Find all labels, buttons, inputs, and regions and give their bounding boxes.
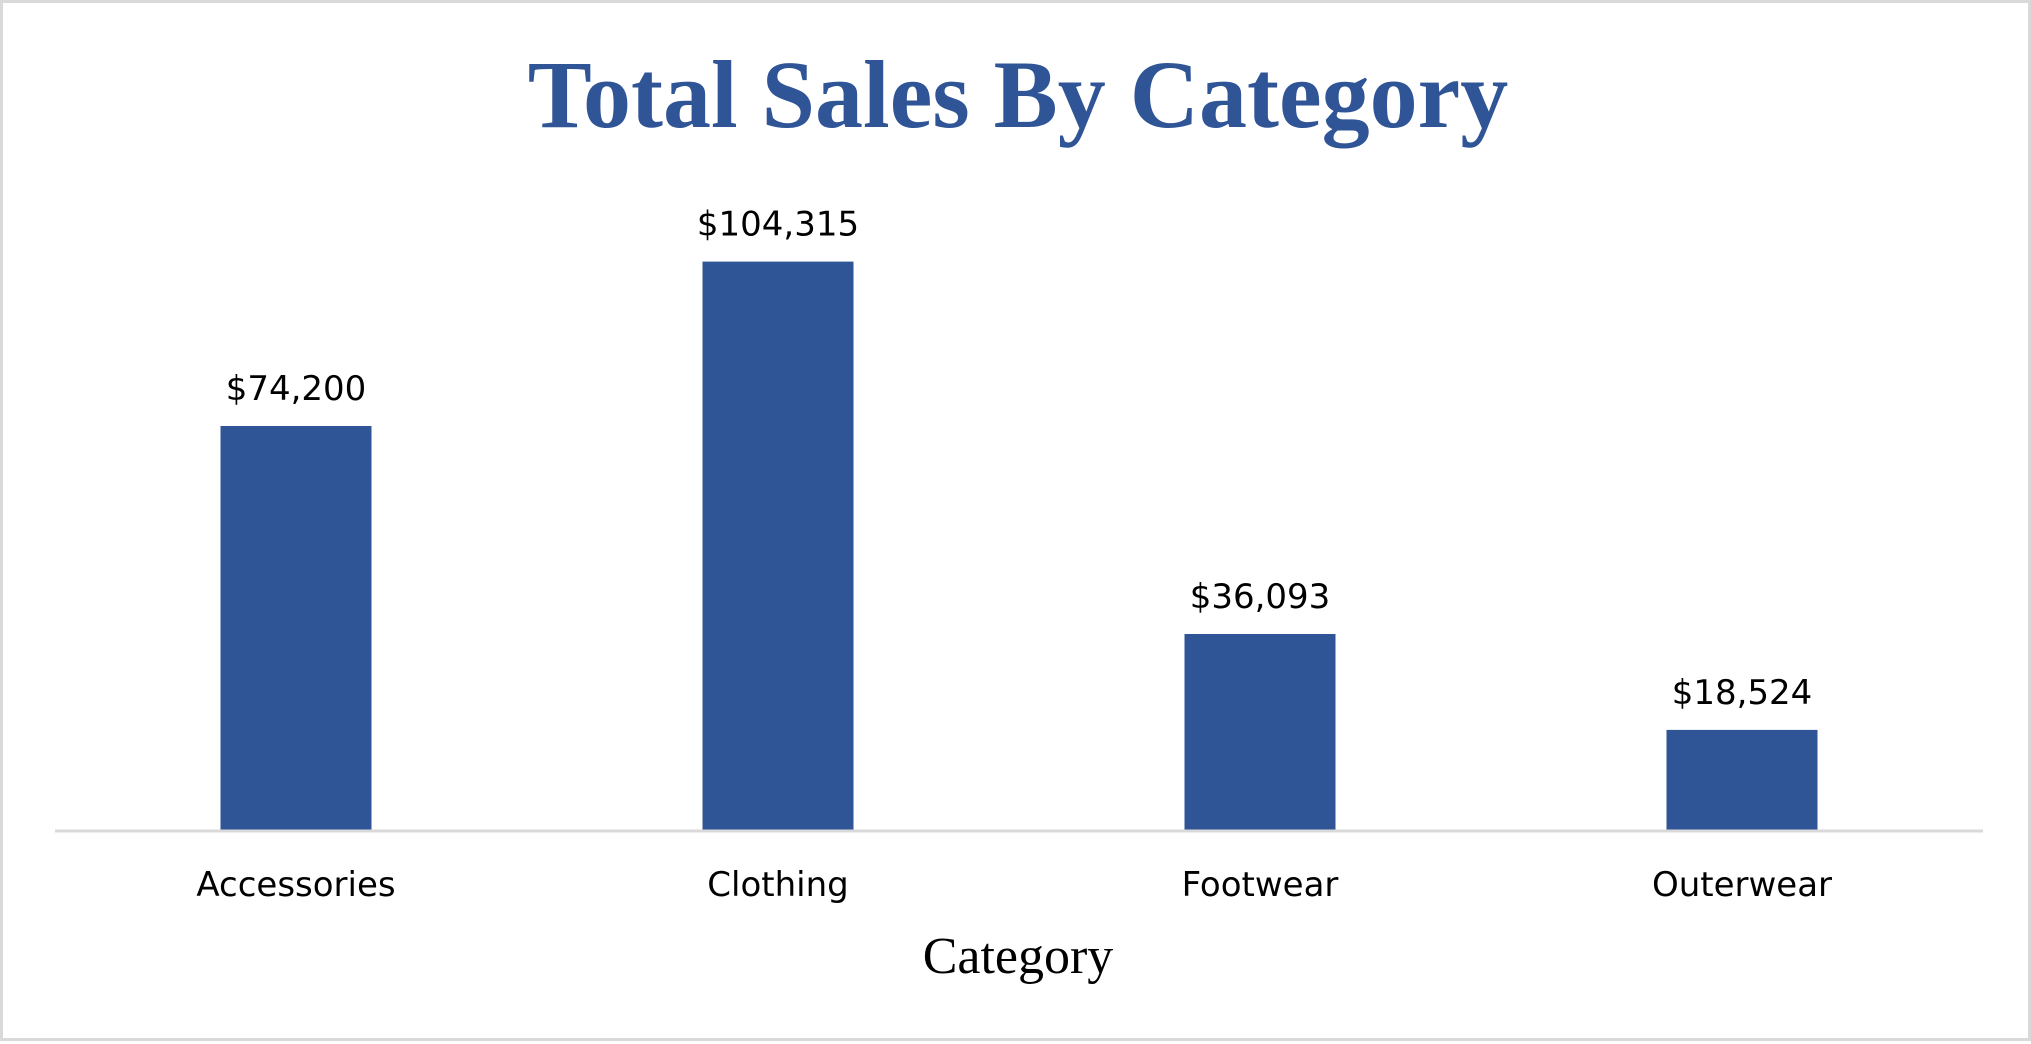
bars-layer [220,261,1818,831]
bar-clothing [702,261,854,831]
x-tick-label-clothing: Clothing [707,865,848,905]
data-label-footwear: $36,093 [1190,577,1331,617]
x-tick-label-accessories: Accessories [196,865,395,905]
labels-layer: $74,200 Accessories $104,315 Clothing $36,09… [196,205,1832,905]
chart-title: Total Sales By Category [528,41,1508,148]
x-axis-title: Category [923,928,1114,985]
x-tick-label-footwear: Footwear [1182,865,1339,905]
data-label-accessories: $74,200 [226,369,367,409]
bar-chart: Total Sales By Category $74,200 Accessori… [55,41,1983,985]
data-label-clothing: $104,315 [697,205,859,245]
bar-accessories [220,425,372,831]
bar-outerwear [1666,729,1818,831]
x-tick-label-outerwear: Outerwear [1652,865,1832,905]
bar-footwear [1184,633,1336,831]
data-label-outerwear: $18,524 [1672,673,1813,713]
